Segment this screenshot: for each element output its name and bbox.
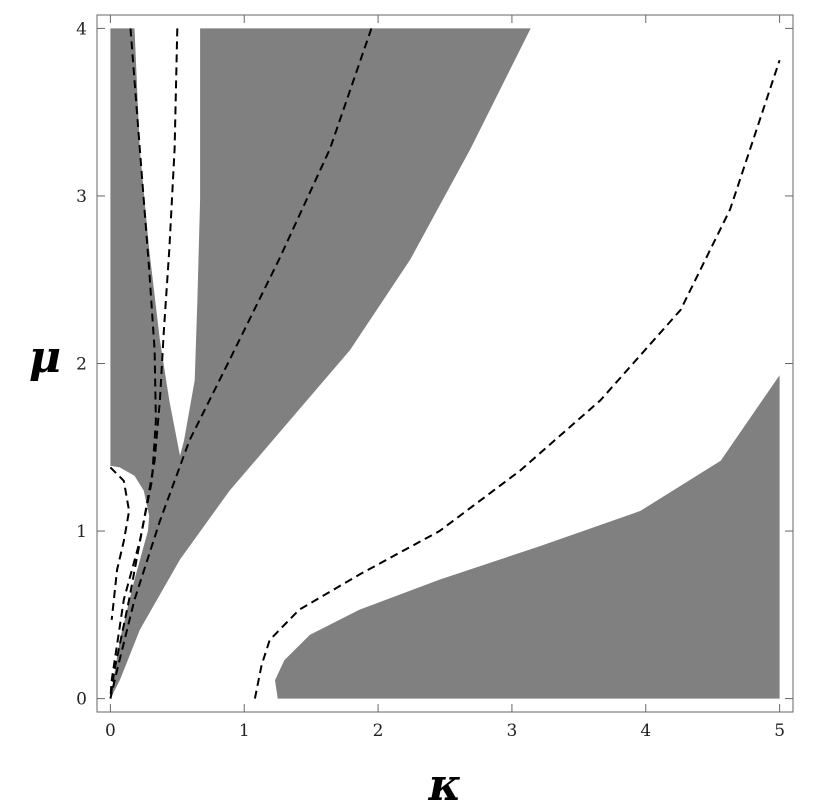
dashed-curve bbox=[253, 59, 781, 699]
x-tick-label: 2 bbox=[373, 721, 384, 741]
x-axis-label: κ bbox=[428, 760, 462, 811]
y-axis-label: μ bbox=[29, 332, 61, 383]
dashed-curve bbox=[109, 28, 373, 699]
dashed-curve bbox=[109, 28, 157, 699]
x-tick-label: 0 bbox=[105, 721, 116, 741]
y-tick-label: 4 bbox=[76, 19, 87, 39]
x-tick-label: 5 bbox=[774, 721, 785, 741]
region bbox=[275, 375, 780, 699]
y-tick-label: 0 bbox=[76, 690, 87, 710]
y-tick-label: 3 bbox=[76, 187, 87, 207]
y-tick-label: 1 bbox=[76, 522, 87, 542]
dashed-curve bbox=[109, 28, 179, 699]
x-tick-label: 1 bbox=[239, 721, 250, 741]
region bbox=[110, 28, 531, 699]
dashed-curve bbox=[109, 466, 131, 620]
x-tick-label: 4 bbox=[640, 721, 651, 741]
y-tick-label: 2 bbox=[76, 355, 87, 375]
x-tick-label: 3 bbox=[507, 721, 518, 741]
